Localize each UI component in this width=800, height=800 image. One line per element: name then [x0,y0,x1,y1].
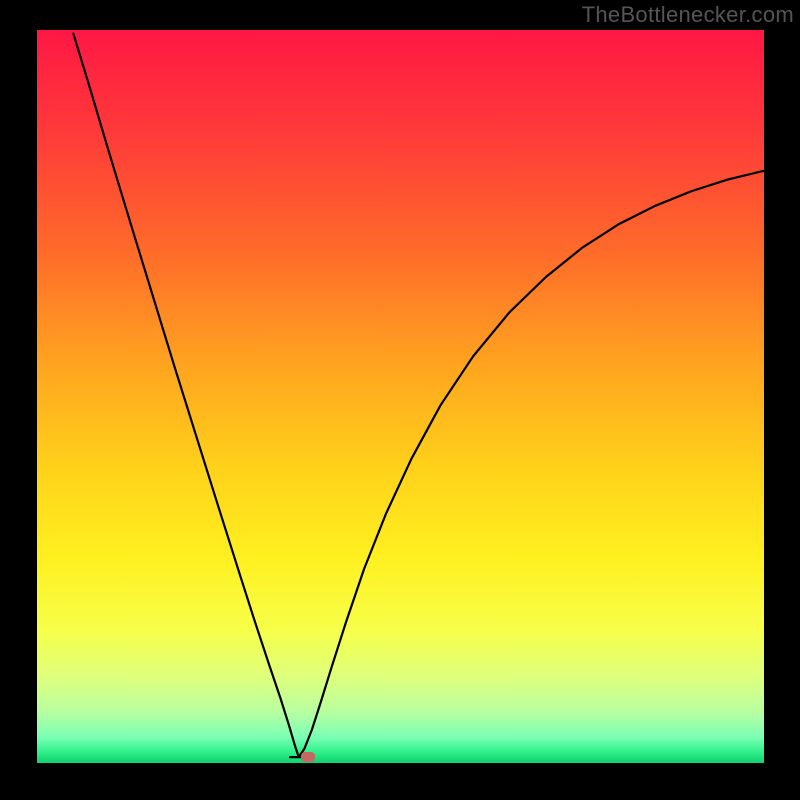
minimum-marker [301,752,315,762]
plot-area [37,30,764,763]
watermark-text: TheBottlenecker.com [582,2,794,28]
curve-overlay [37,30,764,763]
chart-container: TheBottlenecker.com [0,0,800,800]
bottleneck-curve [73,34,764,757]
